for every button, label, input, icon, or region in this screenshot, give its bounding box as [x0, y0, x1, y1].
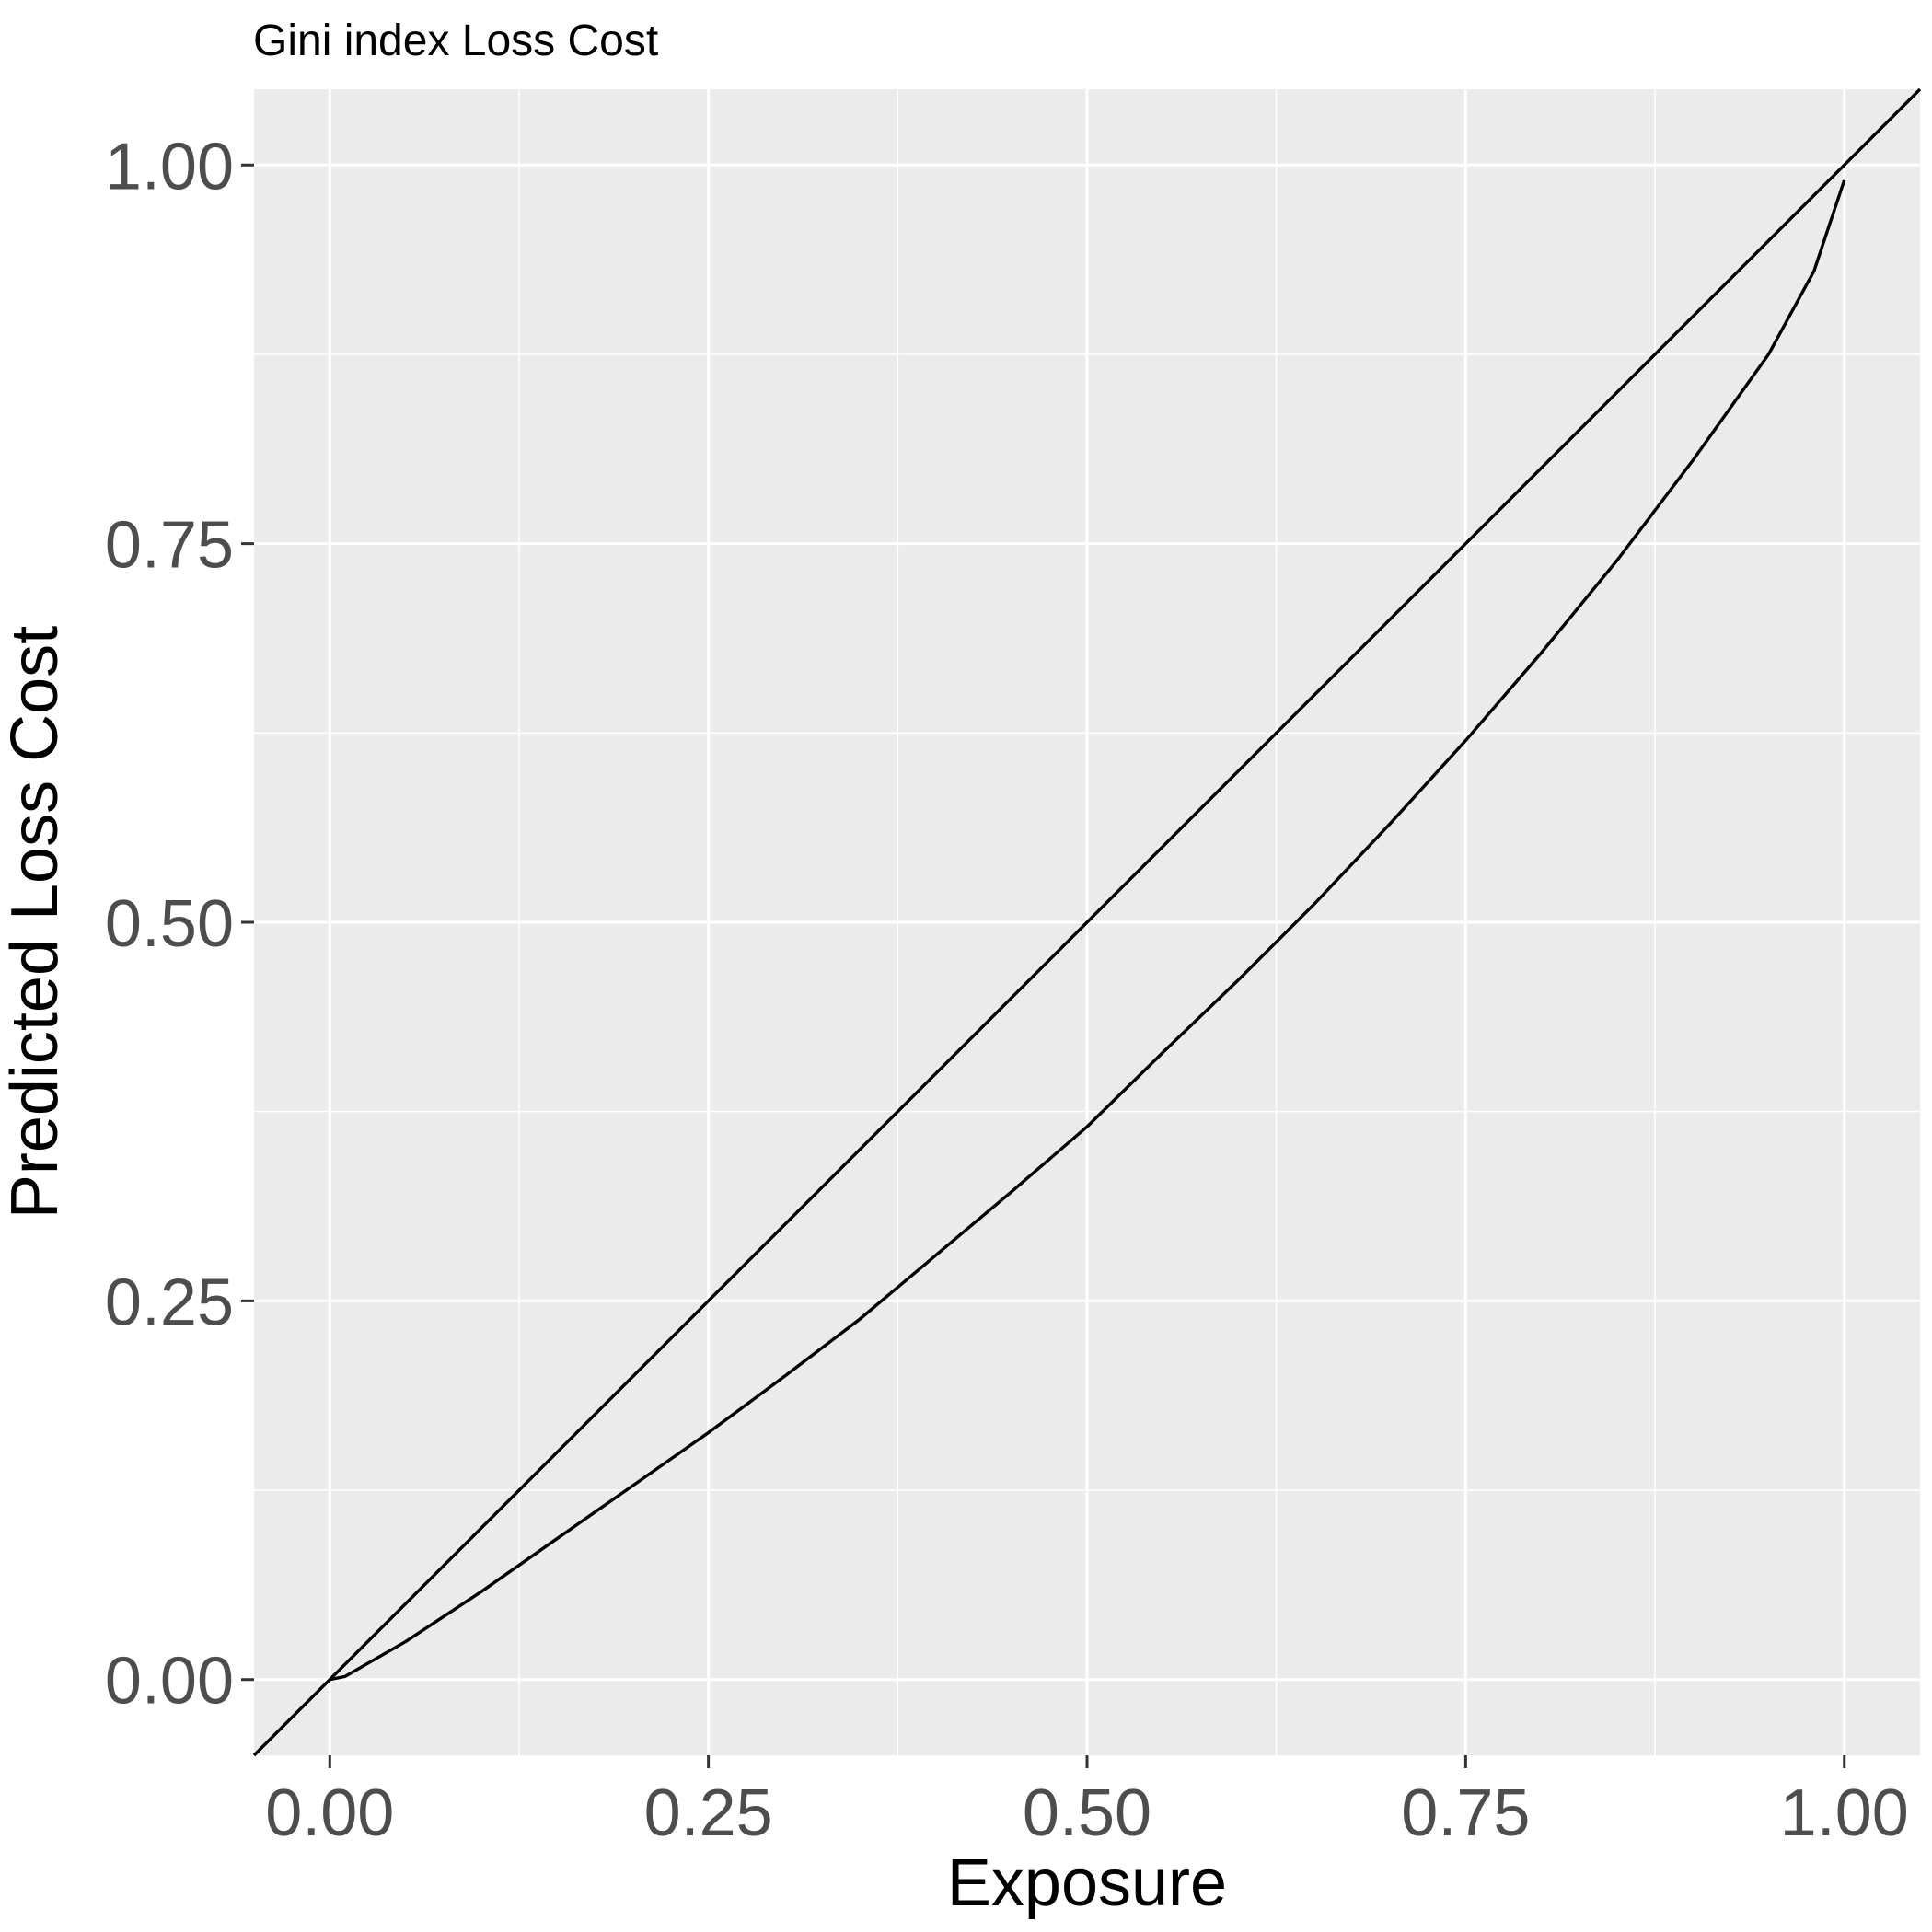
- y-tick-label: 0.00: [105, 1645, 234, 1718]
- y-axis: 0.00 0.25 0.50 0.75 1.00: [105, 130, 254, 1718]
- x-tick-label: 0.50: [1023, 1776, 1151, 1850]
- y-tick-label: 0.75: [105, 509, 234, 583]
- y-axis-title: Predicted Loss Cost: [0, 626, 72, 1219]
- x-tick-label: 0.75: [1401, 1776, 1530, 1850]
- x-axis-title: Exposure: [947, 1846, 1227, 1920]
- x-axis: 0.00 0.25 0.50 0.75 1.00: [265, 1755, 1909, 1850]
- y-tick-label: 0.25: [105, 1266, 234, 1339]
- equality-line: [252, 87, 1922, 1757]
- lorenz-curve: [329, 179, 1846, 1682]
- y-tick-label: 0.50: [105, 887, 234, 961]
- series-lines: [252, 87, 1922, 1757]
- x-tick-label: 0.00: [265, 1776, 394, 1850]
- x-tick-label: 0.25: [644, 1776, 773, 1850]
- y-tick-label: 1.00: [105, 130, 234, 203]
- x-tick-label: 1.00: [1780, 1776, 1909, 1850]
- chart-title: Gini index Loss Cost: [253, 17, 658, 65]
